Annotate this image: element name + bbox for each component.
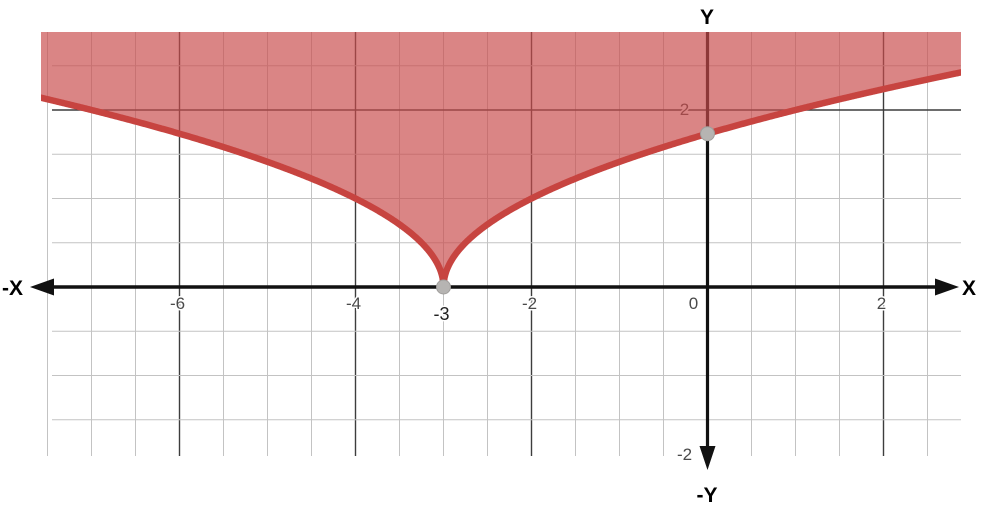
graph-point[interactable] bbox=[700, 126, 715, 142]
y-axis-negative-label: -Y bbox=[697, 484, 718, 507]
x-axis-left-arrow-icon bbox=[30, 278, 54, 296]
points-layer bbox=[436, 126, 715, 295]
y-axis-positive-label: Y bbox=[700, 6, 714, 29]
point-label: -3 bbox=[433, 304, 449, 324]
x-tick-label: 0 bbox=[689, 294, 698, 313]
x-tick-label: -6 bbox=[170, 294, 185, 313]
shaded-region bbox=[41, 32, 961, 287]
shaded-region-layer bbox=[41, 32, 961, 287]
x-tick-label: -4 bbox=[346, 294, 361, 313]
x-tick-label: 2 bbox=[877, 294, 886, 313]
point-labels-layer: -3 bbox=[432, 303, 451, 326]
curve-layer bbox=[41, 69, 961, 291]
tick-labels-layer: -6-4-2022-2 bbox=[168, 99, 887, 466]
x-axis-positive-label: X bbox=[962, 277, 976, 300]
graph-point[interactable] bbox=[436, 279, 451, 295]
x-tick-label: -2 bbox=[522, 294, 537, 313]
x-axis-right-arrow-icon bbox=[935, 278, 959, 296]
y-tick-label: -2 bbox=[677, 445, 692, 464]
y-axis-down-arrow-icon bbox=[699, 446, 716, 470]
curve bbox=[41, 69, 961, 291]
x-axis-negative-label: -X bbox=[2, 277, 23, 300]
